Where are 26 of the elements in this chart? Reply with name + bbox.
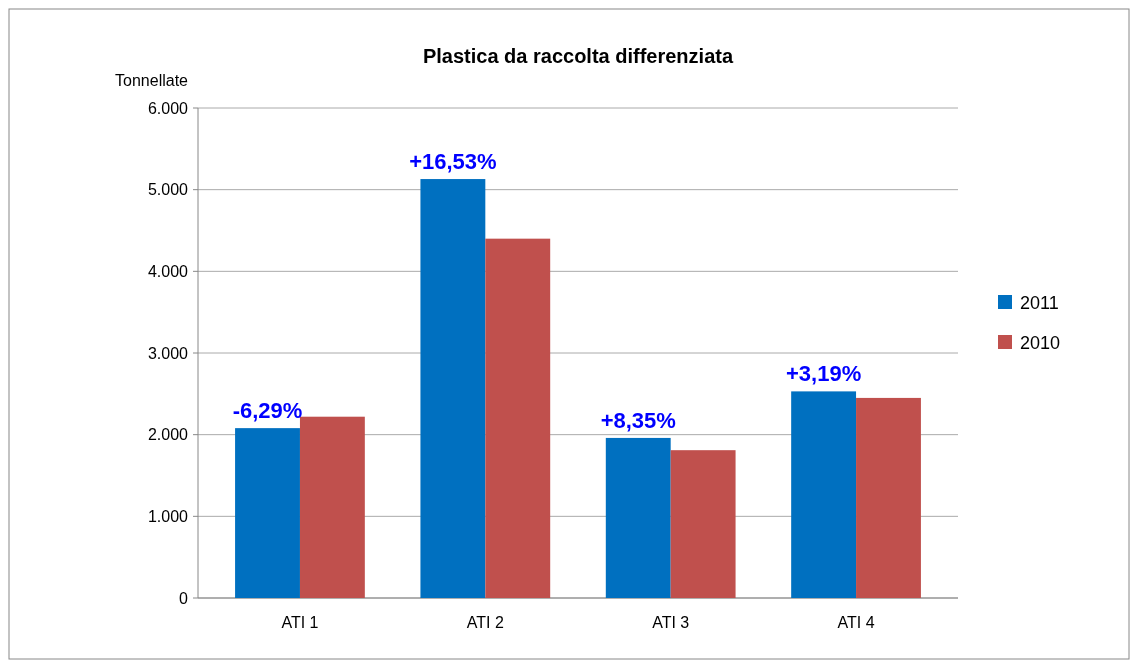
bar bbox=[420, 179, 486, 598]
x-tick-label: ATI 2 bbox=[466, 614, 504, 631]
y-tick-label: 4.000 bbox=[147, 262, 189, 280]
x-tick-label: ATI 1 bbox=[281, 614, 319, 631]
y-tick-label: 1.000 bbox=[147, 507, 189, 525]
legend-label: 2011 bbox=[1020, 293, 1059, 314]
y-tick-label: 6.000 bbox=[147, 99, 189, 117]
bar bbox=[485, 238, 551, 598]
bar bbox=[605, 437, 671, 598]
annotation: -6,29% bbox=[232, 398, 303, 424]
y-axis-title: Tonnellate bbox=[115, 72, 189, 89]
bar bbox=[791, 391, 857, 598]
x-tick-label: ATI 3 bbox=[652, 614, 690, 631]
chart-title: Plastica da raccolta differenziata bbox=[422, 45, 734, 67]
annotation: +3,19% bbox=[785, 361, 862, 387]
y-tick-label: 0 bbox=[179, 589, 189, 607]
bar bbox=[235, 428, 300, 598]
y-tick-label: 5.000 bbox=[147, 181, 189, 199]
annotation: +16,53% bbox=[409, 149, 497, 175]
y-tick-label: 2.000 bbox=[147, 426, 189, 444]
bar bbox=[670, 450, 736, 598]
annotation: +8,35% bbox=[600, 407, 676, 433]
legend-label: 2010 bbox=[1020, 333, 1061, 354]
bar bbox=[856, 397, 921, 598]
x-tick-label: ATI 4 bbox=[837, 614, 875, 631]
y-tick-label: 3.000 bbox=[147, 344, 189, 362]
